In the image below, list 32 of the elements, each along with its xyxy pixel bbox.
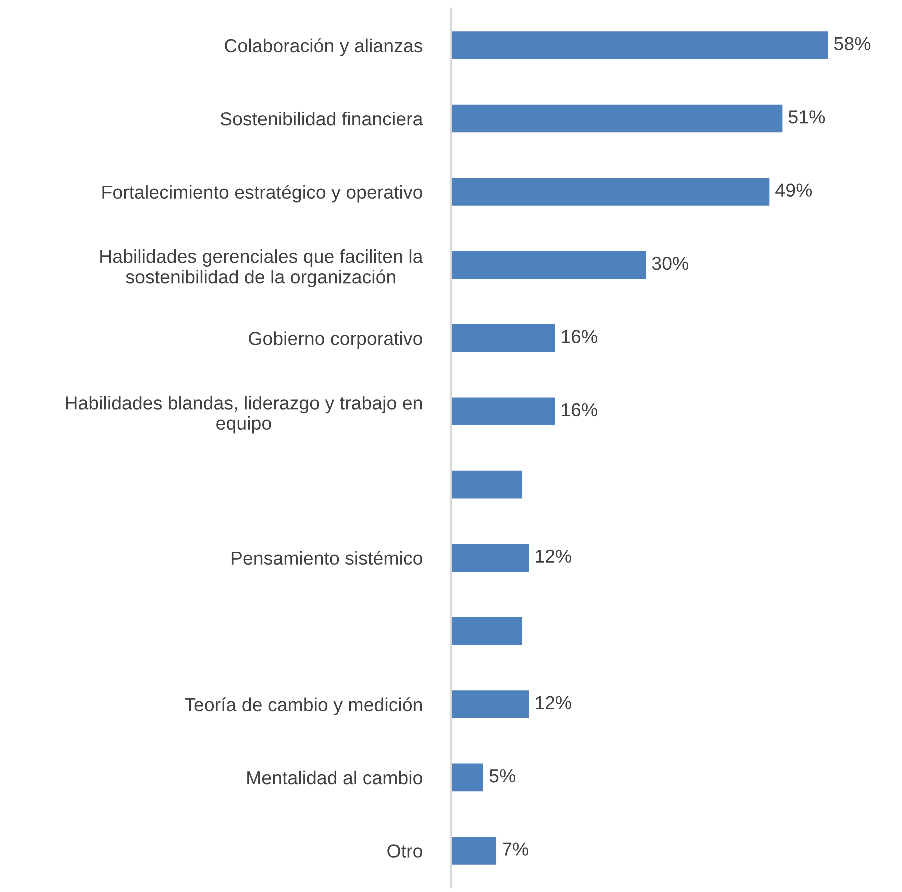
bar — [451, 324, 556, 352]
bar — [451, 617, 523, 646]
bar — [451, 104, 783, 133]
data-label: 12% — [536, 550, 572, 564]
bar — [451, 764, 484, 792]
data-label: 12% — [536, 696, 572, 710]
data-label: 49% — [776, 184, 812, 197]
y-tick-label: Gobierno corporativo — [249, 332, 422, 350]
y-tick-label: Teoría de cambio y medición — [185, 698, 422, 716]
data-label: 51% — [788, 110, 826, 124]
data-label: 16% — [562, 330, 598, 344]
bar — [451, 470, 523, 499]
bar — [451, 837, 497, 865]
bar — [451, 544, 530, 572]
data-label: 7% — [503, 842, 529, 856]
data-label: 58% — [834, 37, 871, 51]
y-tick-label: Fortalecimiento estratégico y operativo — [102, 185, 422, 203]
bar — [451, 32, 828, 60]
bar — [451, 251, 646, 280]
bar — [451, 398, 556, 426]
data-label: 16% — [562, 403, 598, 417]
bar — [451, 178, 770, 206]
y-tick-label: Otro — [388, 844, 422, 858]
bar — [451, 690, 530, 718]
y-tick-label: Colaboración y alianzas — [225, 38, 423, 56]
y-tick-label: Habilidades gerenciales que faciliten la sostenibilidad de la organización — [100, 250, 424, 288]
y-tick-label: Habilidades blandas, liderazgo y trabajo en equipo — [66, 396, 422, 434]
data-label: 30% — [652, 256, 689, 270]
y-tick-label: Mentalidad al cambio — [248, 770, 422, 785]
data-label: 5% — [490, 770, 516, 783]
y-tick-label: Pensamiento sistémico — [232, 551, 422, 566]
y-tick-label: Sostenibilidad financiera — [220, 112, 424, 126]
